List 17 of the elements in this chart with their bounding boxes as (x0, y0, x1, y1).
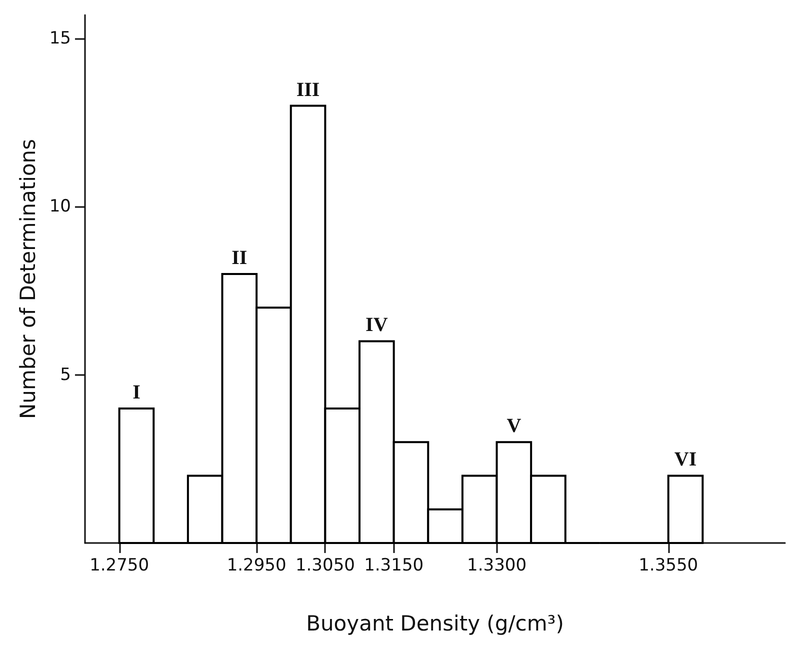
y-tick-label: 15 (49, 28, 71, 49)
x-tick-label: 1.3550 (638, 556, 698, 576)
x-axis-title: Buoyant Density (g/cm³) (306, 612, 564, 636)
x-tick-label: 1.3300 (467, 556, 527, 576)
annotation: V (506, 415, 522, 438)
x-tick-label: 1.2950 (226, 556, 286, 576)
annotation: I (132, 381, 141, 404)
y-axis-title: Number of Determinations (16, 138, 40, 420)
annotation: VI (674, 448, 697, 471)
annotation: III (296, 78, 320, 101)
annotation: IV (366, 314, 388, 336)
x-tick-label: 1.3150 (364, 556, 424, 576)
x-tick-label: 1.3050 (295, 556, 355, 576)
x-tick-label: 1.2750 (90, 556, 150, 576)
annotation: II (232, 246, 248, 269)
y-tick-label: 5 (60, 364, 71, 385)
y-tick-label: 10 (49, 196, 71, 217)
